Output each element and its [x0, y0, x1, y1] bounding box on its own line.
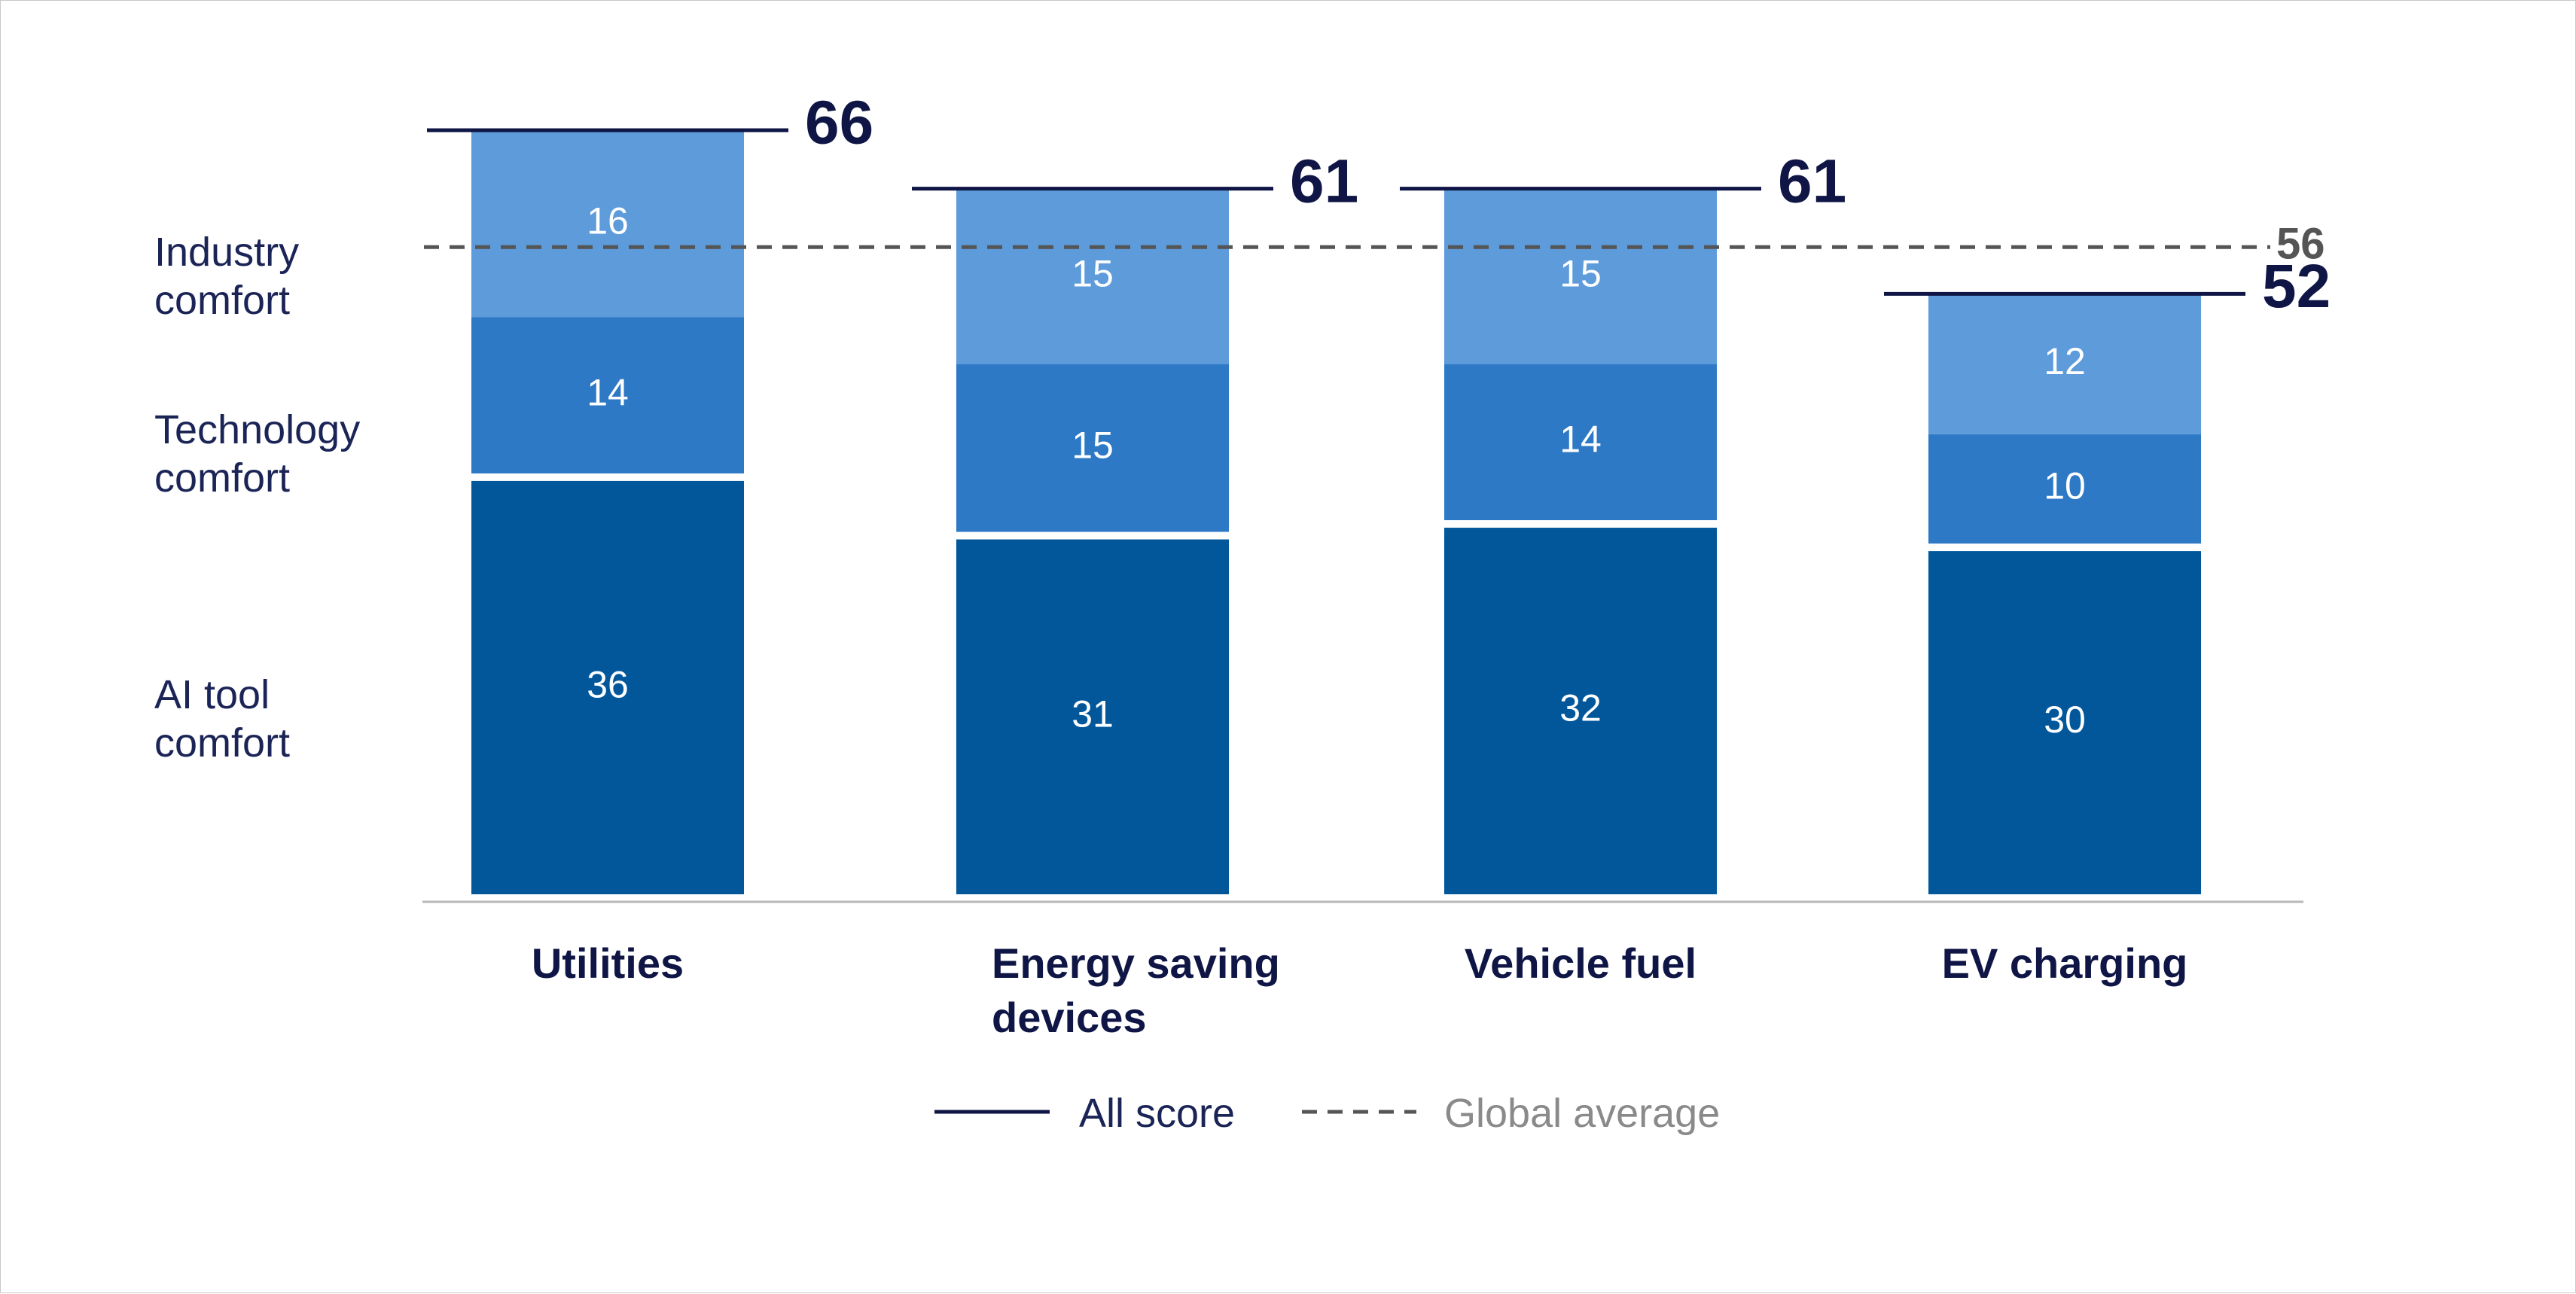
total-value-vehicle-fuel: 61 — [1778, 147, 1846, 215]
bar-vehicle-fuel-industry-comfort — [1444, 188, 1717, 364]
totals: 66 61 61 52 — [427, 89, 2331, 321]
bar-utilities-technology-comfort — [471, 317, 744, 473]
category-labels: Utilities Energy saving devices Vehicle fue… — [532, 939, 2188, 1041]
value-label-utilities-technology-comfort: 14 — [587, 371, 629, 413]
category-label-vehicle-fuel: Vehicle fuel — [1465, 939, 1697, 987]
bar-utilities-industry-comfort — [471, 130, 744, 318]
series-label-technology-comfort-line-1: Technology — [154, 407, 360, 452]
bar-ev-charging-industry-comfort — [1928, 294, 2201, 434]
legend: All score Global average — [934, 1091, 1720, 1136]
value-label-utilities-ai-tool-comfort: 36 — [587, 664, 629, 706]
value-label-vehicle-fuel-technology-comfort: 14 — [1559, 419, 1602, 461]
total-value-energy-saving-devices: 61 — [1290, 147, 1358, 215]
bar-energy-saving-devices-industry-comfort — [956, 188, 1229, 364]
value-label-utilities-industry-comfort: 16 — [587, 199, 629, 242]
bar-vehicle-fuel-technology-comfort — [1444, 364, 1717, 521]
total-value-utilities: 66 — [805, 89, 873, 157]
legend-global-average-label: Global average — [1444, 1091, 1720, 1136]
value-label-energy-saving-devices-technology-comfort: 15 — [1072, 424, 1114, 466]
category-label-ev-charging: EV charging — [1942, 939, 2188, 987]
series-labels: AI toolcomfortTechnologycomfortIndustryc… — [154, 230, 360, 766]
value-label-ev-charging-industry-comfort: 12 — [2044, 340, 2086, 382]
category-label-utilities: Utilities — [532, 939, 684, 987]
legend-all-score-label: All score — [1079, 1091, 1235, 1136]
series-label-ai-tool-comfort-line-1: AI tool — [154, 672, 270, 717]
global-average-value: 56 — [2276, 220, 2325, 269]
bar-ev-charging-ai-tool-comfort — [1928, 551, 2201, 894]
bars: 36 14 16 31 15 15 32 14 15 30 10 12 — [471, 130, 2201, 894]
value-label-energy-saving-devices-ai-tool-comfort: 31 — [1072, 693, 1114, 735]
bar-vehicle-fuel-ai-tool-comfort — [1444, 528, 1717, 894]
global-average: 56 — [424, 220, 2325, 269]
series-label-industry-comfort-line-2: comfort — [154, 278, 290, 323]
total-value-ev-charging: 52 — [2262, 252, 2331, 321]
bar-energy-saving-devices-technology-comfort — [956, 364, 1229, 532]
value-label-ev-charging-ai-tool-comfort: 30 — [2044, 699, 2086, 741]
series-label-ai-tool-comfort-line-2: comfort — [154, 720, 290, 766]
value-label-vehicle-fuel-industry-comfort: 15 — [1559, 252, 1602, 294]
series-label-industry-comfort-line-1: Industry — [154, 230, 299, 275]
bar-utilities-ai-tool-comfort — [471, 480, 744, 894]
value-label-energy-saving-devices-industry-comfort: 15 — [1072, 252, 1114, 294]
value-label-ev-charging-technology-comfort: 10 — [2044, 465, 2086, 507]
bar-ev-charging-technology-comfort — [1928, 434, 2201, 544]
category-label-energy-saving-devices-line-1: Energy saving — [992, 939, 1280, 987]
bar-energy-saving-devices-ai-tool-comfort — [956, 539, 1229, 894]
series-label-technology-comfort-line-2: comfort — [154, 455, 290, 501]
value-label-vehicle-fuel-ai-tool-comfort: 32 — [1559, 687, 1602, 729]
category-label-energy-saving-devices-line-2: devices — [992, 994, 1147, 1041]
